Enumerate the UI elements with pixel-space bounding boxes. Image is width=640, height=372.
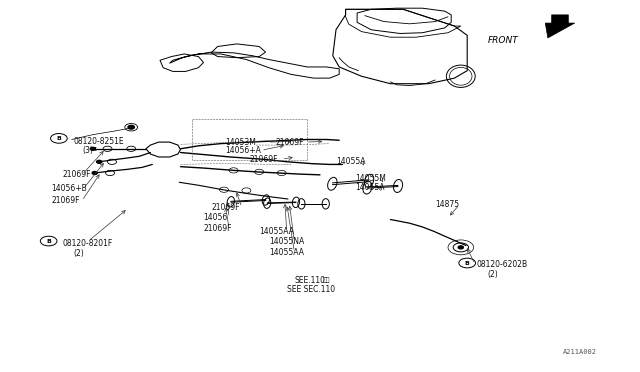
Text: 21069F: 21069F: [250, 155, 278, 164]
Circle shape: [92, 171, 97, 174]
Text: 14055NA: 14055NA: [269, 237, 304, 246]
Text: (3): (3): [82, 146, 93, 155]
Text: 14053M: 14053M: [225, 138, 256, 147]
Text: 14875: 14875: [435, 200, 460, 209]
Text: SEE.110: SEE.110: [294, 276, 325, 285]
Text: 14056: 14056: [204, 213, 228, 222]
Text: SEE SEC.110: SEE SEC.110: [287, 285, 335, 294]
Text: 参照: 参照: [323, 277, 331, 283]
Text: 21069F: 21069F: [63, 170, 92, 179]
Circle shape: [90, 147, 95, 150]
Text: 14055M: 14055M: [355, 174, 386, 183]
Text: 14056+A: 14056+A: [225, 146, 261, 155]
Text: FRONT: FRONT: [488, 36, 518, 45]
Polygon shape: [545, 15, 575, 38]
Text: 08120-8201F: 08120-8201F: [63, 239, 113, 248]
Text: 14055AA: 14055AA: [269, 248, 304, 257]
Text: 14055AA: 14055AA: [259, 227, 294, 236]
Text: 14055A: 14055A: [355, 183, 385, 192]
Text: A211A002: A211A002: [563, 349, 597, 355]
Circle shape: [97, 160, 102, 163]
Text: (2): (2): [488, 270, 499, 279]
Text: 14055A: 14055A: [336, 157, 365, 166]
Text: 21069F: 21069F: [51, 196, 80, 205]
Text: (2): (2): [74, 249, 84, 258]
Text: B: B: [46, 238, 51, 244]
Text: 21069F: 21069F: [275, 138, 304, 147]
Text: 21069F: 21069F: [211, 203, 240, 212]
Text: 08120-8251E: 08120-8251E: [74, 137, 124, 146]
Text: B: B: [465, 260, 470, 266]
Circle shape: [458, 246, 463, 249]
Text: 14056+B: 14056+B: [51, 185, 87, 193]
Text: 08120-6202B: 08120-6202B: [477, 260, 528, 269]
Text: B: B: [56, 136, 61, 141]
Circle shape: [128, 125, 134, 129]
Text: 21069F: 21069F: [204, 224, 232, 233]
